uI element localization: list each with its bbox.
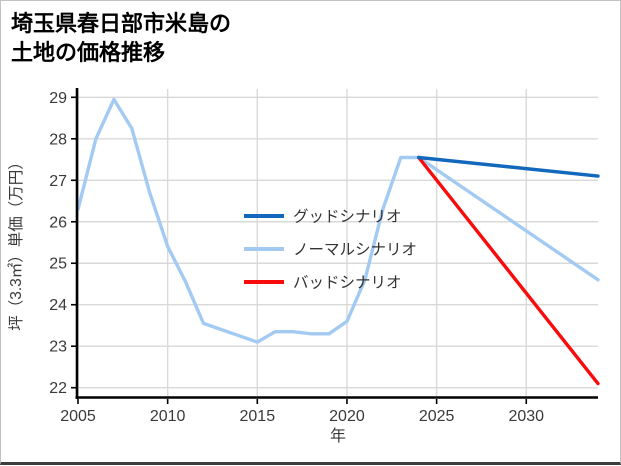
y-tick-label-24: 24 (49, 297, 67, 314)
chart-title-line-1: 埼玉県春日部市米島の (11, 11, 232, 36)
x-tick-label-2025: 2025 (419, 408, 455, 425)
x-tick-label-2030: 2030 (508, 408, 544, 425)
y-tick-label-23: 23 (49, 339, 67, 356)
x-axis-label: 年 (330, 427, 346, 445)
chart-title-line-2: 土地の価格推移 (11, 40, 166, 65)
x-tick-label-2015: 2015 (240, 408, 276, 425)
chart-title: 埼玉県春日部市米島の 土地の価格推移 (11, 9, 231, 67)
legend-label-normal: ノーマルシナリオ (293, 242, 417, 259)
series-line-bad (417, 155, 600, 386)
y-axis-label: 坪（3.3㎡）単価（万円） (7, 154, 25, 331)
legend-label-good: グッドシナリオ (293, 208, 402, 226)
y-tick-label-29: 29 (49, 90, 67, 107)
series-line-good (417, 155, 600, 178)
legend-label-bad: バッドシナリオ (293, 275, 402, 292)
y-tick-label-28: 28 (49, 131, 67, 148)
x-tick-label-2020: 2020 (329, 408, 365, 425)
x-tick-label-2005: 2005 (60, 408, 96, 425)
x-tick-label-2010: 2010 (150, 408, 186, 425)
y-tick-label-22: 22 (49, 380, 67, 397)
y-tick-label-27: 27 (49, 173, 67, 190)
y-tick-label-26: 26 (49, 214, 67, 231)
series-line-normal (76, 97, 600, 344)
y-tick-label-25: 25 (49, 256, 67, 273)
